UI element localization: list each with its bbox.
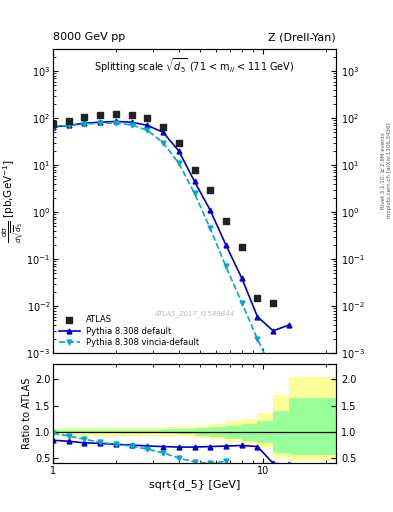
Pythia 8.308 default bbox=[98, 119, 103, 125]
Pythia 8.308 vincia-default bbox=[98, 120, 103, 126]
Pythia 8.308 vincia-default bbox=[161, 140, 165, 146]
Pythia 8.308 vincia-default bbox=[192, 190, 197, 197]
Pythia 8.308 default bbox=[51, 124, 55, 130]
ATLAS bbox=[254, 294, 261, 302]
Pythia 8.308 default bbox=[161, 129, 165, 135]
ATLAS bbox=[160, 123, 166, 131]
ATLAS bbox=[176, 139, 182, 147]
X-axis label: sqrt{d_5} [GeV]: sqrt{d_5} [GeV] bbox=[149, 479, 240, 490]
Text: Z (Drell-Yan): Z (Drell-Yan) bbox=[268, 32, 336, 42]
Pythia 8.308 default bbox=[255, 314, 260, 320]
Pythia 8.308 vincia-default bbox=[66, 122, 71, 129]
Pythia 8.308 default bbox=[271, 328, 275, 334]
Pythia 8.308 default bbox=[66, 122, 71, 129]
Pythia 8.308 default bbox=[82, 120, 87, 126]
ATLAS bbox=[97, 111, 103, 119]
ATLAS bbox=[191, 165, 198, 174]
Pythia 8.308 vincia-default bbox=[255, 336, 260, 342]
Pythia 8.308 default bbox=[224, 242, 228, 248]
Text: Rivet 3.1.10, ≥ 2.8M events: Rivet 3.1.10, ≥ 2.8M events bbox=[381, 132, 386, 209]
ATLAS bbox=[207, 186, 213, 194]
Pythia 8.308 default bbox=[114, 118, 119, 124]
Pythia 8.308 default bbox=[145, 122, 150, 129]
ATLAS bbox=[66, 117, 72, 125]
Pythia 8.308 vincia-default bbox=[129, 122, 134, 128]
Pythia 8.308 vincia-default bbox=[51, 124, 55, 130]
Pythia 8.308 default bbox=[208, 207, 213, 214]
ATLAS bbox=[270, 298, 276, 307]
Text: 8000 GeV pp: 8000 GeV pp bbox=[53, 32, 125, 42]
ATLAS bbox=[223, 217, 229, 225]
ATLAS bbox=[81, 113, 88, 121]
Pythia 8.308 default bbox=[129, 119, 134, 125]
ATLAS bbox=[144, 114, 151, 122]
Pythia 8.308 vincia-default bbox=[208, 225, 213, 231]
Y-axis label: Ratio to ATLAS: Ratio to ATLAS bbox=[22, 378, 32, 449]
Pythia 8.308 vincia-default bbox=[271, 369, 275, 375]
ATLAS bbox=[113, 110, 119, 118]
Pythia 8.308 vincia-default bbox=[239, 300, 244, 306]
Text: mcplots.cern.ch [arXiv:1306.3436]: mcplots.cern.ch [arXiv:1306.3436] bbox=[387, 123, 391, 218]
Legend: ATLAS, Pythia 8.308 default, Pythia 8.308 vincia-default: ATLAS, Pythia 8.308 default, Pythia 8.30… bbox=[57, 314, 201, 349]
Line: Pythia 8.308 default: Pythia 8.308 default bbox=[51, 119, 291, 333]
Pythia 8.308 vincia-default bbox=[145, 127, 150, 134]
Pythia 8.308 vincia-default bbox=[114, 120, 119, 126]
Pythia 8.308 default bbox=[192, 178, 197, 184]
Pythia 8.308 default bbox=[239, 275, 244, 281]
ATLAS bbox=[129, 111, 135, 119]
Pythia 8.308 default bbox=[286, 322, 291, 328]
Text: Splitting scale $\sqrt{d_5}$ (71 < m$_{ll}$ < 111 GeV): Splitting scale $\sqrt{d_5}$ (71 < m$_{l… bbox=[94, 56, 295, 75]
Text: ATLAS_2017_I1589844: ATLAS_2017_I1589844 bbox=[154, 310, 235, 317]
Pythia 8.308 vincia-default bbox=[224, 264, 228, 270]
ATLAS bbox=[50, 120, 56, 128]
ATLAS bbox=[239, 243, 245, 251]
Pythia 8.308 vincia-default bbox=[176, 160, 181, 166]
Pythia 8.308 vincia-default bbox=[286, 383, 291, 389]
Pythia 8.308 vincia-default bbox=[82, 121, 87, 127]
Line: Pythia 8.308 vincia-default: Pythia 8.308 vincia-default bbox=[51, 121, 291, 389]
Y-axis label: $\frac{d\sigma}{d\sqrt{\overline{d}_5}}$ [pb,GeV$^{-1}$]: $\frac{d\sigma}{d\sqrt{\overline{d}_5}}$… bbox=[0, 159, 25, 243]
Pythia 8.308 default bbox=[176, 148, 181, 154]
